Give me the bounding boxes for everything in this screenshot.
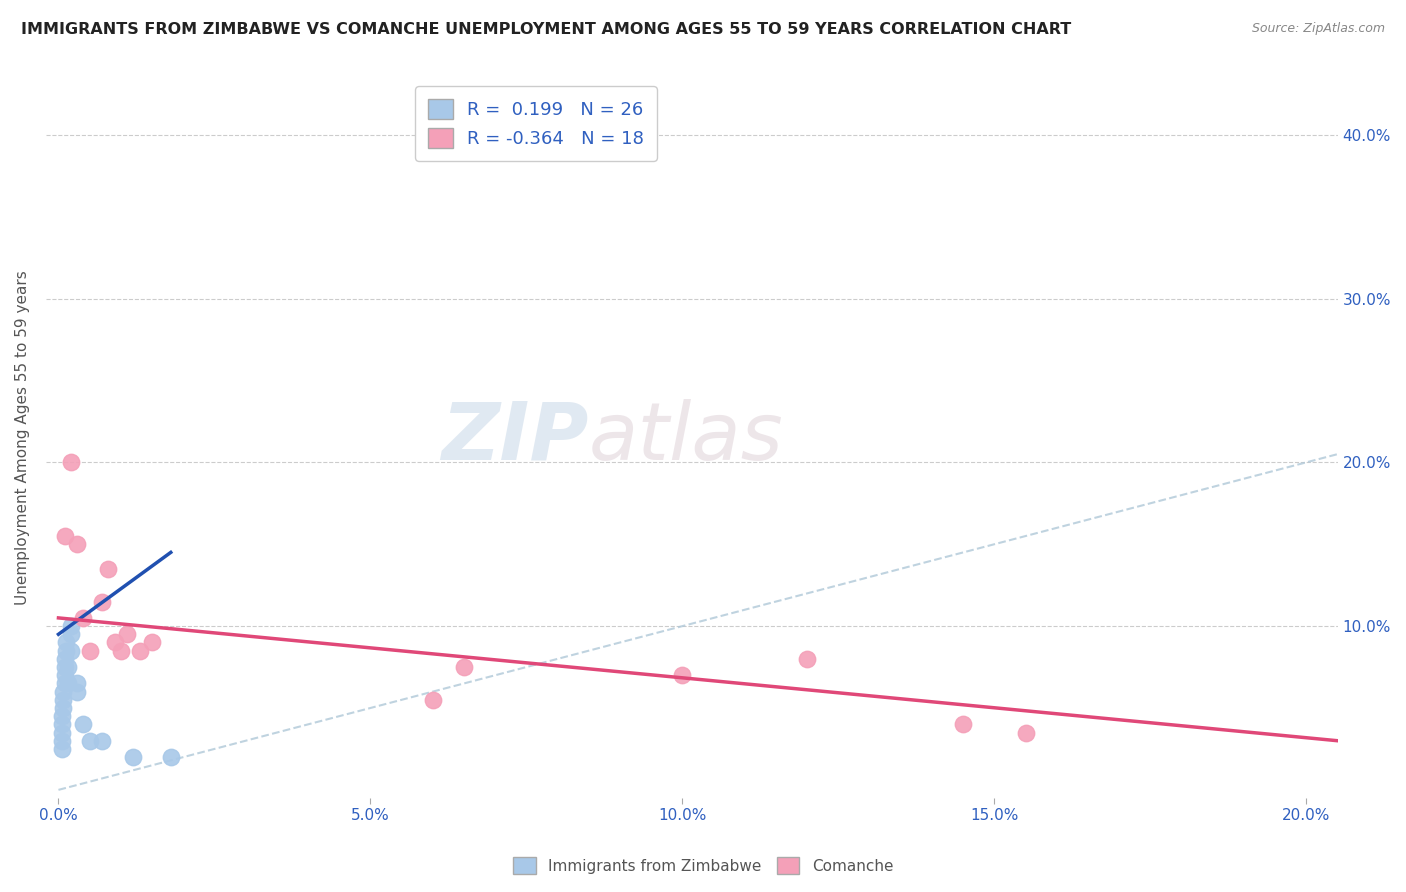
Point [72,611,94,625]
Point [79,643,101,657]
Point [671,668,693,682]
Point [53,660,76,674]
Point [122,750,145,764]
Point [53,668,76,682]
Point [56,676,79,690]
Point [159,750,181,764]
Text: atlas: atlas [589,399,783,476]
Text: ZIP: ZIP [441,399,589,476]
Point [110,643,132,657]
Point [796,652,818,666]
Point [52,684,75,698]
Point [52,693,75,707]
Point [53,529,76,543]
Point [51,709,73,723]
Point [59,619,82,633]
Point [422,693,444,707]
Point [51,717,73,731]
Y-axis label: Unemployment Among Ages 55 to 59 years: Unemployment Among Ages 55 to 59 years [15,270,30,605]
Point [59,455,82,469]
Point [51,742,73,756]
Text: IMMIGRANTS FROM ZIMBABWE VS COMANCHE UNEMPLOYMENT AMONG AGES 55 TO 59 YEARS CORR: IMMIGRANTS FROM ZIMBABWE VS COMANCHE UNE… [21,22,1071,37]
Point [79,733,101,747]
Point [55,635,77,649]
Point [53,676,76,690]
Legend: R =  0.199   N = 26, R = -0.364   N = 18: R = 0.199 N = 26, R = -0.364 N = 18 [415,87,657,161]
Point [141,635,163,649]
Point [91,733,114,747]
Point [51,733,73,747]
Point [66,676,89,690]
Point [104,635,127,649]
Point [56,660,79,674]
Point [72,717,94,731]
Point [66,537,89,551]
Point [53,652,76,666]
Point [115,627,138,641]
Point [1014,725,1036,739]
Point [52,701,75,715]
Point [952,717,974,731]
Point [59,643,82,657]
Point [66,684,89,698]
Point [453,660,475,674]
Text: Source: ZipAtlas.com: Source: ZipAtlas.com [1251,22,1385,36]
Point [59,627,82,641]
Point [128,643,150,657]
Point [51,725,73,739]
Point [91,594,114,608]
Legend: Immigrants from Zimbabwe, Comanche: Immigrants from Zimbabwe, Comanche [506,851,900,880]
Point [97,562,120,576]
Point [55,643,77,657]
